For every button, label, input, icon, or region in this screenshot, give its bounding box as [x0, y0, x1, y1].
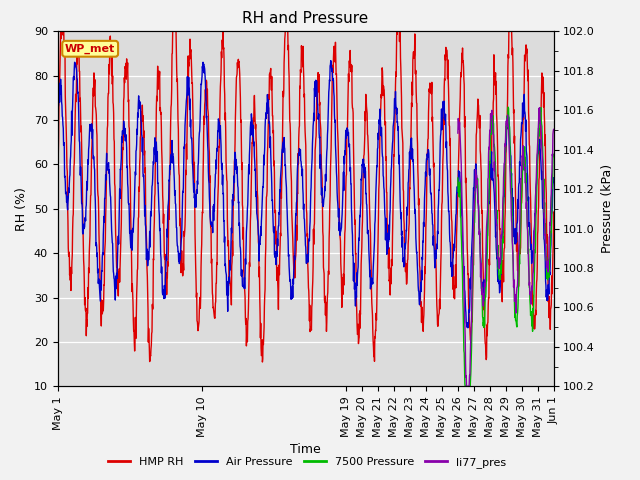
- Text: WP_met: WP_met: [65, 44, 115, 54]
- 7500 Pressure: [484, 221, 492, 227]
- Line: HMP RH: HMP RH: [58, 22, 554, 362]
- Air Pressure: [143, 255, 150, 261]
- Line: Air Pressure: Air Pressure: [58, 60, 554, 328]
- Air Pressure: [464, 325, 472, 331]
- Air Pressure: [550, 180, 557, 185]
- Line: li77_pres: li77_pres: [458, 108, 554, 386]
- HMP RH: [143, 265, 151, 271]
- HMP RH: [54, 184, 61, 190]
- X-axis label: Time: Time: [290, 443, 321, 456]
- Legend: HMP RH, Air Pressure, 7500 Pressure, li77_pres: HMP RH, Air Pressure, 7500 Pressure, li7…: [104, 452, 511, 472]
- HMP RH: [242, 315, 250, 321]
- Air Pressure: [327, 58, 335, 63]
- Line: 7500 Pressure: 7500 Pressure: [458, 107, 554, 386]
- HMP RH: [259, 359, 266, 365]
- HMP RH: [484, 295, 492, 300]
- Y-axis label: Pressure (kPa): Pressure (kPa): [600, 164, 614, 253]
- Air Pressure: [242, 262, 250, 267]
- li77_pres: [484, 176, 492, 182]
- HMP RH: [429, 164, 437, 169]
- HMP RH: [550, 209, 557, 215]
- li77_pres: [550, 127, 557, 132]
- 7500 Pressure: [550, 152, 557, 157]
- Air Pressure: [197, 97, 205, 103]
- Air Pressure: [54, 122, 61, 128]
- Air Pressure: [484, 198, 492, 204]
- HMP RH: [58, 19, 65, 25]
- Title: RH and Pressure: RH and Pressure: [243, 11, 369, 26]
- HMP RH: [152, 106, 160, 112]
- Air Pressure: [152, 140, 160, 145]
- Y-axis label: RH (%): RH (%): [15, 187, 28, 231]
- HMP RH: [197, 264, 205, 270]
- Air Pressure: [429, 242, 437, 248]
